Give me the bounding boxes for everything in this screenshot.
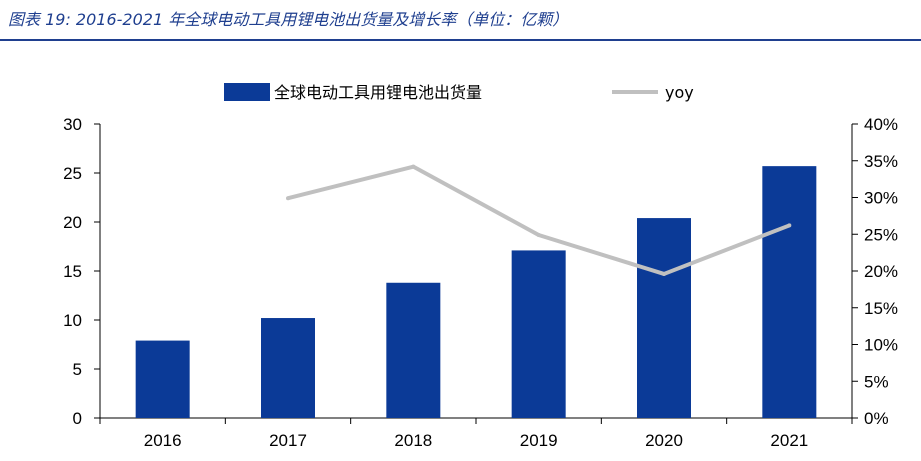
legend-bar-label: 全球电动工具用锂电池出货量 <box>274 83 482 102</box>
yoy-point <box>662 271 666 276</box>
yoy-point <box>286 196 290 201</box>
y-tick-label: 0 <box>73 409 82 428</box>
x-tick-label: 2021 <box>770 431 808 450</box>
y2-tick-label: 40% <box>864 115 898 134</box>
title-divider <box>0 39 921 41</box>
y2-tick-label: 35% <box>864 152 898 171</box>
y-tick-label: 10 <box>63 311 82 330</box>
y-tick-label: 5 <box>73 360 82 379</box>
yoy-line <box>286 164 792 276</box>
x-tick-label: 2018 <box>394 431 432 450</box>
x-tick-label: 2019 <box>520 431 558 450</box>
y2-tick-label: 15% <box>864 299 898 318</box>
bar <box>511 250 566 418</box>
bar <box>135 340 190 418</box>
x-tick-label: 2016 <box>144 431 182 450</box>
y2-tick-label: 25% <box>864 225 898 244</box>
yoy-point <box>787 223 792 228</box>
legend-bar-swatch <box>224 83 270 101</box>
legend: 全球电动工具用锂电池出货量 yoy <box>224 83 694 102</box>
y2-tick-label: 20% <box>864 262 898 281</box>
axes <box>94 123 858 424</box>
y-tick-label: 25 <box>63 164 82 183</box>
bars <box>135 166 817 418</box>
bar <box>762 166 817 418</box>
tick-labels: 0 5 10 15 20 25 30 0% 5% 10% 15% 20% 25% 30% 35% 40% 201… <box>63 115 898 450</box>
yoy-point <box>411 164 416 169</box>
y2-tick-label: 30% <box>864 189 898 208</box>
bar <box>386 282 441 418</box>
y-tick-label: 15 <box>63 262 82 281</box>
bar <box>637 218 691 418</box>
yoy-point <box>536 232 541 237</box>
legend-line-label: yoy <box>665 83 694 102</box>
x-tick-label: 2017 <box>269 431 307 450</box>
y-tick-label: 20 <box>63 213 82 232</box>
figure-title: 图表 19: 2016-2021 年全球电动工具用锂电池出货量及增长率（单位：亿… <box>8 10 569 29</box>
y2-tick-label: 10% <box>864 336 898 355</box>
y2-tick-label: 0% <box>864 409 889 428</box>
x-tick-label: 2020 <box>645 431 683 450</box>
y-tick-label: 30 <box>63 115 82 134</box>
bar <box>261 318 315 418</box>
y2-tick-label: 5% <box>864 372 889 391</box>
